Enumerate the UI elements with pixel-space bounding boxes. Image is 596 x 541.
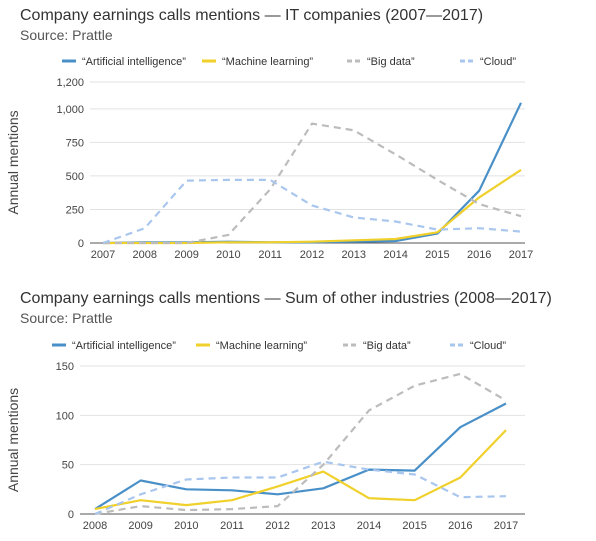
- x-tick-label: 2008: [83, 520, 107, 532]
- y-axis-label: Annual mentions: [5, 110, 21, 214]
- y-tick-label: 1,000: [56, 104, 84, 116]
- legend-item: “Machine learning”: [202, 56, 313, 68]
- legend-label: “Machine learning”: [216, 340, 307, 352]
- x-tick-label: 2016: [467, 249, 491, 261]
- x-tick-label: 2010: [216, 249, 240, 261]
- y-tick-label: 250: [66, 204, 84, 216]
- x-tick-label: 2008: [133, 249, 157, 261]
- x-tick-label: 2011: [220, 520, 244, 532]
- chart-subtitle: Source: Prattle: [20, 310, 113, 326]
- legend-item: “Cloud”: [460, 56, 516, 68]
- legend-label: “Big data”: [363, 340, 411, 352]
- x-tick-label: 2015: [402, 520, 426, 532]
- x-tick-label: 2011: [258, 249, 282, 261]
- chart-subtitle: Source: Prattle: [20, 27, 113, 43]
- legend-item: “Artificial intelligence”: [62, 56, 186, 68]
- legend-label: “Artificial intelligence”: [82, 56, 186, 68]
- y-axis-label: Annual mentions: [5, 388, 21, 492]
- y-tick-label: 50: [62, 460, 74, 472]
- x-tick-label: 2013: [342, 249, 366, 261]
- series-line: [94, 429, 507, 511]
- legend-label: “Artificial intelligence”: [72, 340, 176, 352]
- line-chart-it: “Artificial intelligence” “Machine learni…: [5, 56, 533, 261]
- y-tick-label: 150: [56, 361, 74, 373]
- y-tick-label: 1,200: [56, 77, 84, 89]
- x-tick-label: 2015: [425, 249, 449, 261]
- x-tick-label: 2007: [91, 249, 115, 261]
- y-tick-label: 750: [66, 137, 84, 149]
- line-chart-other: “Artificial intelligence” “Machine learni…: [5, 340, 525, 532]
- legend-item: “Big data”: [343, 340, 411, 352]
- x-tick-label: 2012: [300, 249, 324, 261]
- legend-item: “Big data”: [347, 56, 415, 68]
- x-tick-label: 2017: [509, 249, 533, 261]
- series-line: [94, 460, 507, 516]
- legend-label: “Cloud”: [470, 340, 506, 352]
- y-tick-label: 0: [68, 509, 74, 521]
- chart-title: Company earnings calls mentions — Sum of…: [20, 290, 552, 307]
- series-line: [103, 122, 522, 245]
- chart-panel-it: Company earnings calls mentions — IT com…: [0, 0, 596, 270]
- x-tick-label: 2013: [311, 520, 335, 532]
- x-tick-label: 2009: [128, 520, 152, 532]
- legend-item: “Machine learning”: [196, 340, 307, 352]
- x-tick-label: 2014: [357, 520, 381, 532]
- y-tick-label: 100: [56, 410, 74, 422]
- x-tick-label: 2016: [448, 520, 472, 532]
- chart-panel-other: Company earnings calls mentions — Sum of…: [0, 283, 596, 541]
- legend-label: “Cloud”: [480, 56, 516, 68]
- series-line: [103, 168, 522, 245]
- x-tick-label: 2009: [174, 249, 198, 261]
- legend-label: “Machine learning”: [222, 56, 313, 68]
- series-line: [94, 372, 507, 516]
- series-line: [94, 402, 507, 511]
- legend-item: “Cloud”: [450, 340, 506, 352]
- series-line: [102, 178, 522, 245]
- chart-title: Company earnings calls mentions — IT com…: [20, 7, 484, 24]
- legend-label: “Big data”: [367, 56, 415, 68]
- x-tick-label: 2012: [265, 520, 289, 532]
- x-tick-label: 2014: [383, 249, 407, 261]
- x-tick-label: 2017: [494, 520, 518, 532]
- y-tick-label: 0: [78, 238, 84, 250]
- legend-item: “Artificial intelligence”: [52, 340, 176, 352]
- x-tick-label: 2010: [174, 520, 198, 532]
- y-tick-label: 500: [66, 171, 84, 183]
